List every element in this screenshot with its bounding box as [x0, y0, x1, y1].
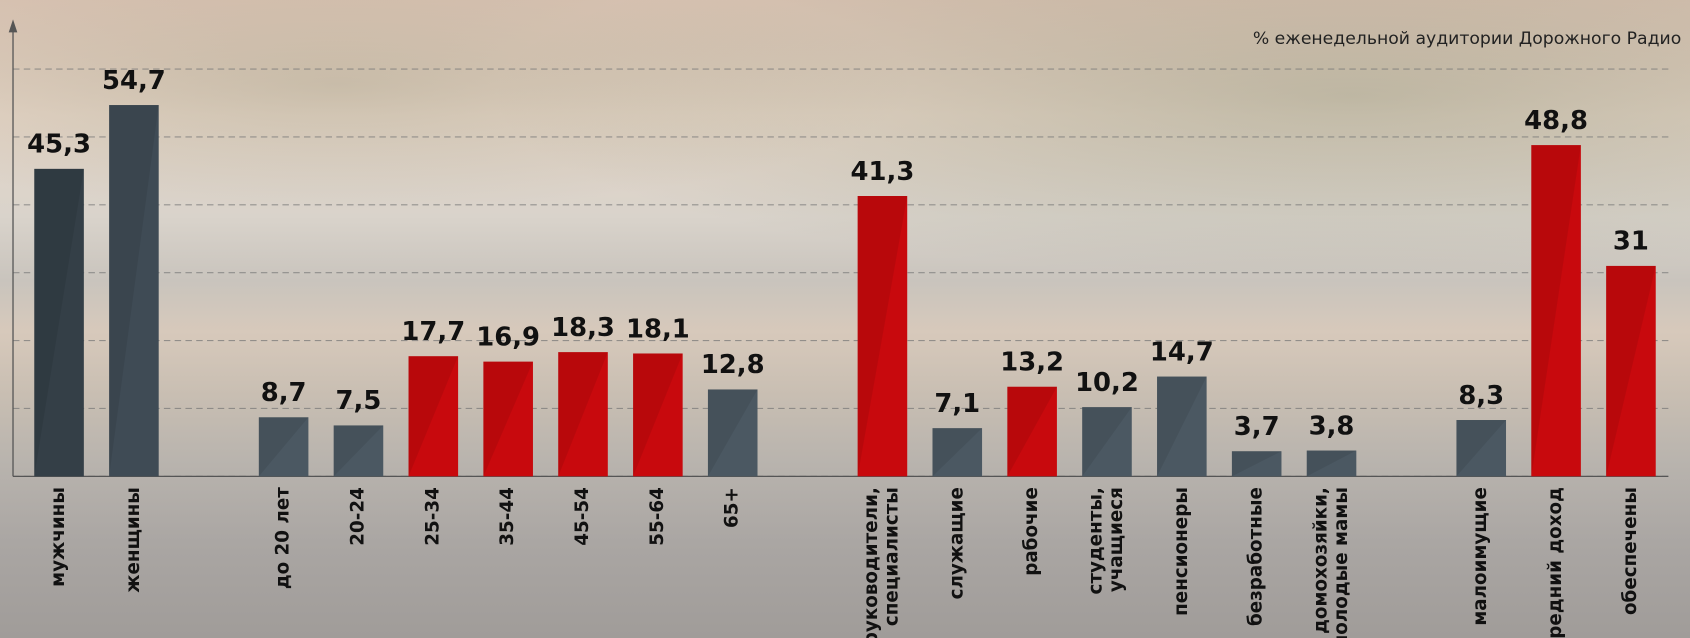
value-label: 8,3	[1458, 381, 1504, 411]
bar	[1082, 407, 1132, 477]
bar	[857, 196, 908, 477]
bar-facet	[558, 352, 608, 477]
x-tick-label: 35-44	[497, 487, 518, 546]
bar	[1306, 450, 1357, 477]
value-label: 45,3	[27, 130, 91, 160]
value-label: 48,8	[1524, 106, 1588, 136]
x-tick-label: мужчины	[48, 487, 69, 587]
bar	[1531, 145, 1581, 477]
value-label: 3,8	[1309, 411, 1355, 441]
value-label: 13,2	[1000, 348, 1064, 378]
bar	[633, 353, 683, 477]
x-tick-label: 45-54	[572, 487, 593, 546]
bar	[258, 417, 309, 477]
x-tick-label: служащие	[946, 487, 967, 599]
y-axis-arrow	[8, 19, 18, 33]
value-label: 10,2	[1075, 368, 1139, 398]
bar	[1157, 376, 1207, 477]
bar-facet	[633, 353, 683, 477]
bar	[1606, 265, 1656, 477]
bar-facet	[1606, 265, 1656, 477]
bar-facet	[483, 361, 533, 477]
bar-facet	[1231, 451, 1282, 477]
x-tick-label: 65+	[722, 487, 743, 528]
x-tick-label: малоимущие	[1470, 487, 1491, 626]
value-label: 7,5	[336, 386, 382, 416]
value-label: 31	[1613, 227, 1649, 257]
bar	[333, 425, 384, 477]
value-label: 54,7	[102, 66, 166, 96]
x-tick-label: 55-64	[647, 487, 668, 546]
x-tick-label: домохозяйки,молодые мамы	[1310, 487, 1351, 638]
x-tick-label: до 20 лет	[273, 487, 294, 589]
chart-subtitle: % еженедельной аудитории Дорожного Радио	[1253, 29, 1681, 49]
x-tick-label: женщины	[123, 487, 144, 593]
bar	[1231, 451, 1282, 477]
bar	[1456, 420, 1507, 477]
bar-facet	[707, 389, 758, 477]
x-tick-label: 25-34	[422, 487, 443, 546]
bar-facet	[1531, 145, 1581, 477]
bar	[932, 428, 983, 477]
value-label: 18,3	[551, 313, 615, 343]
value-label: 3,7	[1234, 412, 1280, 442]
value-label: 14,7	[1150, 337, 1214, 367]
bar	[558, 352, 608, 477]
value-label: 12,8	[701, 350, 765, 380]
x-tick-label: безработные	[1246, 487, 1267, 626]
x-tick-label: студенты,учащиеся	[1086, 487, 1127, 594]
bar-facet	[258, 417, 309, 477]
value-label: 16,9	[476, 322, 540, 352]
value-label: 8,7	[261, 378, 307, 408]
bar	[34, 168, 84, 477]
x-tick-label: 20-24	[347, 487, 368, 546]
value-label: 18,1	[626, 314, 690, 344]
bar	[1007, 386, 1057, 477]
value-label: 17,7	[401, 317, 465, 347]
x-tick-label: обеспечены	[1620, 487, 1641, 615]
x-tick-label: пенсионеры	[1171, 487, 1192, 616]
bar	[483, 361, 533, 477]
bar	[408, 356, 459, 477]
x-tick-label: рабочие	[1021, 487, 1042, 576]
bar	[707, 389, 758, 477]
value-label: 41,3	[851, 157, 915, 187]
x-tick-label: руководители,специалисты	[861, 487, 902, 638]
value-label: 7,1	[934, 389, 980, 419]
x-tick-label: средний доход	[1545, 487, 1566, 638]
bar	[109, 105, 159, 477]
